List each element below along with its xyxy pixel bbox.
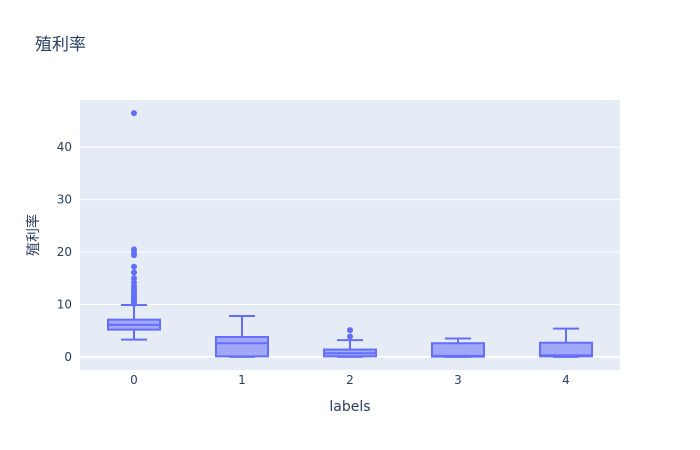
box-0 [107, 110, 161, 341]
x-tick-2: 2 [346, 373, 354, 387]
box-2 [323, 327, 377, 358]
y-axis-title: 殖利率 [25, 214, 42, 256]
x-axis-title: labels [329, 399, 370, 415]
y-tick-20: 20 [57, 245, 72, 259]
box-body-3 [431, 342, 485, 358]
outlier-2-0 [347, 333, 353, 340]
x-tick-labels: 0 1 2 3 4 [130, 373, 570, 387]
outlier-2-1 [347, 327, 353, 334]
y-tick-0: 0 [64, 350, 72, 364]
y-tick-30: 30 [57, 193, 72, 207]
x-tick-0: 0 [130, 373, 138, 387]
boxes [107, 110, 593, 358]
plot-area [80, 100, 620, 370]
box-4 [539, 327, 593, 358]
x-tick-1: 1 [238, 373, 246, 387]
outlier-0-15 [131, 246, 137, 253]
outlier-0-11 [131, 269, 137, 276]
box-1 [215, 315, 269, 358]
outlier-0-12 [131, 263, 137, 270]
box-body-1 [215, 335, 269, 358]
outlier-0-10 [131, 275, 137, 282]
y-tick-10: 10 [57, 297, 72, 311]
box-body-4 [539, 341, 593, 358]
box-3 [431, 337, 485, 358]
outlier-0-9 [131, 279, 137, 286]
y-tick-40: 40 [57, 140, 72, 154]
x-tick-3: 3 [454, 373, 462, 387]
x-tick-4: 4 [562, 373, 570, 387]
outlier-0-16 [131, 110, 137, 117]
y-tick-labels: 0 10 20 30 40 [57, 140, 72, 364]
chart-title: 殖利率 [35, 35, 86, 55]
